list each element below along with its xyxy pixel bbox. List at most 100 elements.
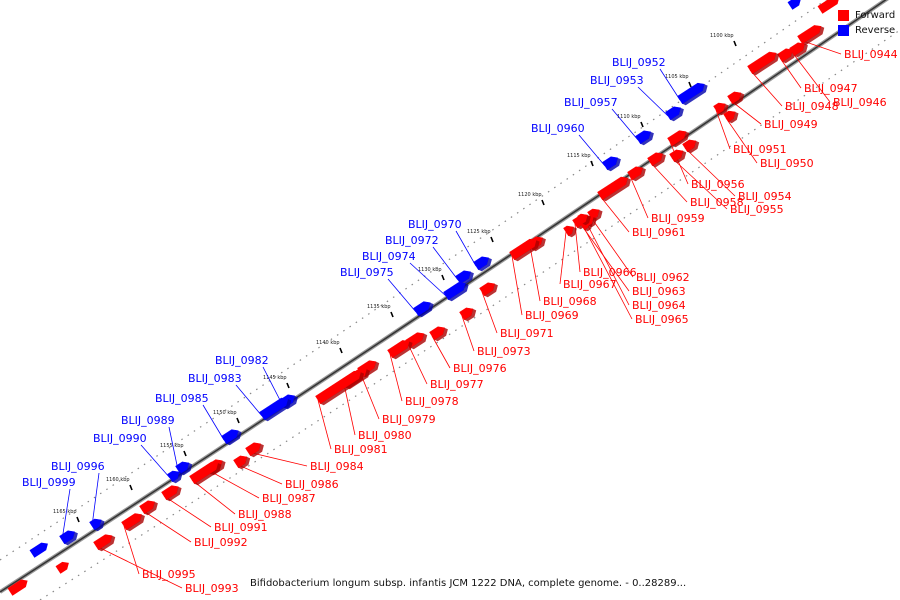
gene-block[interactable] — [473, 253, 495, 272]
gene-label[interactable]: BLIJ_0955 — [730, 203, 784, 216]
gene-block[interactable] — [259, 394, 294, 422]
gene-label[interactable]: BLIJ_0984 — [310, 460, 364, 473]
gene-label[interactable]: BLIJ_0957 — [564, 96, 618, 109]
gene-block[interactable] — [7, 577, 31, 596]
gene-label[interactable]: BLIJ_0995 — [142, 568, 196, 581]
gene-label[interactable]: BLIJ_0963 — [632, 285, 686, 298]
gene-block[interactable] — [55, 559, 72, 574]
gene-block[interactable] — [29, 540, 51, 558]
gene-label[interactable]: BLIJ_0960 — [531, 122, 585, 135]
gene-block[interactable] — [161, 482, 184, 502]
gene-block[interactable] — [727, 88, 747, 106]
gene-label[interactable]: BLIJ_0986 — [285, 478, 339, 491]
gene-label[interactable]: BLIJ_0964 — [632, 299, 686, 312]
gene-label[interactable]: BLIJ_0985 — [155, 392, 209, 405]
gene-block[interactable] — [121, 510, 148, 533]
gene-block[interactable] — [89, 515, 107, 532]
gene-block[interactable] — [509, 235, 543, 262]
gene-label[interactable]: BLIJ_0961 — [632, 226, 686, 239]
gene-block[interactable] — [577, 210, 594, 226]
gene-block[interactable] — [789, 39, 811, 58]
gene-block[interactable] — [665, 103, 687, 122]
gene-block[interactable] — [59, 527, 81, 546]
gene-label[interactable]: BLIJ_0952 — [612, 56, 666, 69]
gene-label[interactable]: BLIJ_0966 — [583, 266, 637, 279]
gene-label[interactable]: BLIJ_0991 — [214, 521, 268, 534]
gene-label[interactable]: BLIJ_0967 — [563, 278, 617, 291]
gene-label[interactable]: BLIJ_0977 — [430, 378, 484, 391]
gene-block[interactable] — [387, 337, 416, 361]
gene-block[interactable] — [635, 127, 657, 146]
gene-block[interactable] — [93, 531, 118, 553]
gene-label[interactable]: BLIJ_0979 — [382, 413, 436, 426]
gene-block[interactable] — [677, 79, 711, 106]
gene-label[interactable]: BLIJ_0958 — [690, 196, 744, 209]
gene-label[interactable]: BLIJ_0973 — [477, 345, 531, 358]
gene-label[interactable]: BLIJ_0987 — [262, 492, 316, 505]
gene-block[interactable] — [797, 22, 827, 47]
gene-block[interactable] — [315, 367, 367, 406]
gene-block[interactable] — [479, 279, 501, 298]
gene-block[interactable] — [647, 149, 669, 168]
gene-block[interactable] — [682, 136, 702, 154]
gene-label[interactable]: BLIJ_0946 — [833, 96, 887, 109]
gene-block[interactable] — [233, 452, 253, 470]
gene-label[interactable]: BLIJ_0971 — [500, 327, 554, 340]
gene-block[interactable] — [413, 298, 436, 318]
gene-label[interactable]: BLIJ_0999 — [22, 476, 76, 489]
gene-block[interactable] — [429, 323, 451, 342]
gene-label[interactable]: BLIJ_0953 — [590, 74, 644, 87]
gene-label[interactable]: BLIJ_0944 — [844, 48, 898, 61]
gene-label[interactable]: BLIJ_0968 — [543, 295, 597, 308]
gene-block[interactable] — [787, 0, 804, 10]
gene-arrow-shade — [64, 531, 78, 546]
gene-label[interactable]: BLIJ_0988 — [238, 508, 292, 521]
gene-label[interactable]: BLIJ_0981 — [334, 443, 388, 456]
gene-label[interactable]: BLIJ_0983 — [188, 372, 242, 385]
gene-block[interactable] — [669, 146, 689, 164]
gene-label[interactable]: BLIJ_0996 — [51, 460, 105, 473]
tick-mark — [286, 382, 290, 389]
gene-label[interactable]: BLIJ_0947 — [804, 82, 858, 95]
gene-label[interactable]: BLIJ_0982 — [215, 354, 269, 367]
gene-label[interactable]: BLIJ_0954 — [738, 190, 792, 203]
gene-block[interactable] — [221, 426, 244, 446]
gene-block[interactable] — [139, 497, 161, 516]
gene-block[interactable] — [723, 107, 741, 124]
gene-block[interactable] — [189, 458, 224, 486]
gene-block[interactable] — [245, 439, 267, 458]
gene-label[interactable]: BLIJ_0969 — [525, 309, 579, 322]
gene-label[interactable]: BLIJ_0993 — [185, 582, 239, 595]
gene-label[interactable]: BLIJ_0950 — [760, 157, 814, 170]
gene-label[interactable]: BLIJ_0956 — [691, 178, 745, 191]
gene-block[interactable] — [459, 304, 479, 322]
gene-label[interactable]: BLIJ_0978 — [405, 395, 459, 408]
gene-label[interactable]: BLIJ_0992 — [194, 536, 248, 549]
gene-block[interactable] — [627, 163, 649, 182]
leader-line — [611, 108, 639, 141]
gene-label[interactable]: BLIJ_0989 — [121, 414, 175, 427]
gene-label[interactable]: BLIJ_0974 — [362, 250, 416, 263]
gene-label[interactable]: BLIJ_0990 — [93, 432, 147, 445]
gene-label[interactable]: BLIJ_0980 — [358, 429, 412, 442]
tick-label: 1105 kbp — [665, 74, 689, 80]
gene-label[interactable]: BLIJ_0965 — [635, 313, 689, 326]
gene-label[interactable]: BLIJ_0976 — [453, 362, 507, 375]
gene-label[interactable]: BLIJ_0959 — [651, 212, 705, 225]
gene-block[interactable] — [563, 222, 580, 238]
gene-block[interactable] — [167, 467, 185, 484]
gene-label[interactable]: BLIJ_0975 — [340, 266, 394, 279]
gene-block[interactable] — [747, 48, 782, 76]
gene-label[interactable]: BLIJ_0949 — [764, 118, 818, 131]
gene-label[interactable]: BLIJ_0972 — [385, 234, 439, 247]
gene-block[interactable] — [667, 127, 692, 149]
gene-block[interactable] — [443, 279, 472, 303]
gene-label[interactable]: BLIJ_0962 — [636, 271, 690, 284]
gene-block[interactable] — [817, 0, 842, 14]
gene-label[interactable]: BLIJ_0948 — [785, 100, 839, 113]
gene-label[interactable]: BLIJ_0970 — [408, 218, 462, 231]
tick-mark — [129, 484, 133, 491]
gene-block[interactable] — [597, 173, 634, 202]
gene-label[interactable]: BLIJ_0951 — [733, 143, 787, 156]
gene-block[interactable] — [602, 153, 624, 172]
